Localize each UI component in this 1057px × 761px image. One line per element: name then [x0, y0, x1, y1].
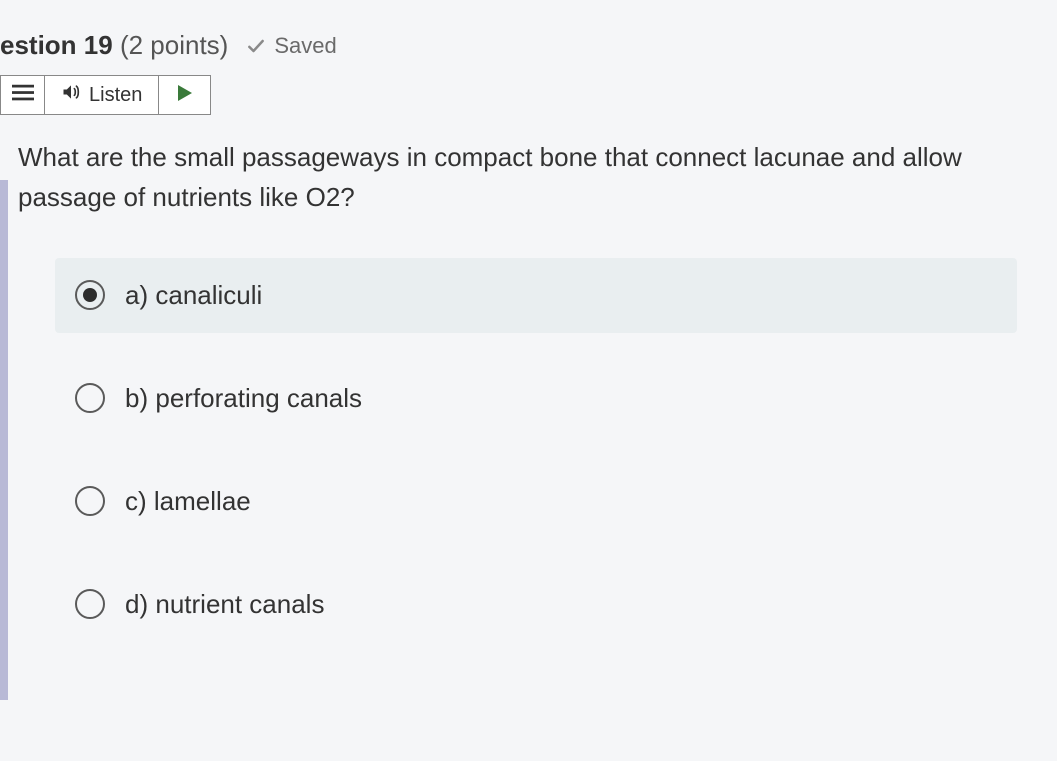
option-text: nutrient canals [155, 589, 324, 619]
option-text: canaliculi [155, 280, 262, 310]
question-number: estion 19 [0, 30, 113, 60]
option-text: lamellae [154, 486, 251, 516]
saved-label: Saved [274, 33, 336, 59]
check-icon [246, 36, 266, 56]
play-icon [178, 85, 192, 106]
quiz-page: estion 19 (2 points) Saved Listen [0, 0, 1057, 700]
question-title: estion 19 (2 points) [0, 30, 228, 61]
left-rail [0, 180, 8, 700]
question-points: (2 points) [120, 30, 228, 60]
option-row[interactable]: c) lamellae [55, 464, 1017, 539]
radio-button[interactable] [75, 589, 105, 619]
radio-button[interactable] [75, 383, 105, 413]
option-row[interactable]: b) perforating canals [55, 361, 1017, 436]
listen-toolbar: Listen [0, 75, 1017, 115]
speaker-icon [61, 82, 81, 108]
options-list: a) canaliculi b) perforating canals c) lam… [55, 258, 1017, 642]
option-row[interactable]: a) canaliculi [55, 258, 1017, 333]
question-header: estion 19 (2 points) Saved [0, 30, 1017, 61]
hamburger-icon [12, 84, 34, 107]
play-button[interactable] [159, 75, 211, 115]
option-label: b) perforating canals [125, 383, 362, 414]
option-letter: b) [125, 383, 148, 413]
radio-button[interactable] [75, 280, 105, 310]
listen-button[interactable]: Listen [44, 75, 159, 115]
option-text: perforating canals [155, 383, 362, 413]
option-letter: c) [125, 486, 147, 516]
listen-label: Listen [89, 84, 142, 107]
saved-indicator: Saved [246, 33, 336, 59]
option-label: a) canaliculi [125, 280, 262, 311]
question-text: What are the small passageways in compac… [18, 137, 987, 218]
option-label: d) nutrient canals [125, 589, 324, 620]
option-letter: d) [125, 589, 148, 619]
radio-button[interactable] [75, 486, 105, 516]
radio-dot [83, 288, 97, 302]
menu-button[interactable] [0, 75, 44, 115]
option-letter: a) [125, 280, 148, 310]
option-label: c) lamellae [125, 486, 251, 517]
option-row[interactable]: d) nutrient canals [55, 567, 1017, 642]
